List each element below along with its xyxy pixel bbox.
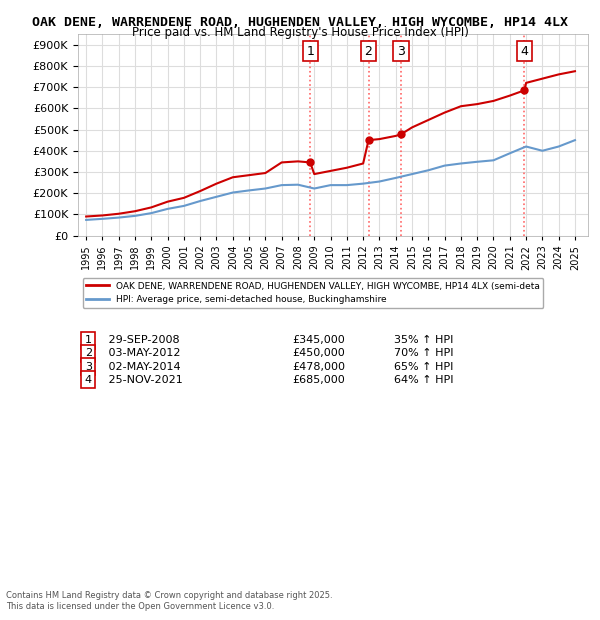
Text: £345,000: £345,000 [292, 335, 345, 345]
Text: 70% ↑ HPI: 70% ↑ HPI [394, 348, 454, 358]
Text: £478,000: £478,000 [292, 361, 345, 371]
Text: 4: 4 [85, 374, 92, 384]
Text: 3: 3 [85, 361, 92, 371]
Text: 65% ↑ HPI: 65% ↑ HPI [394, 361, 454, 371]
Text: 4: 4 [521, 45, 529, 58]
Text: 64% ↑ HPI: 64% ↑ HPI [394, 374, 454, 384]
Text: 02-MAY-2014: 02-MAY-2014 [98, 361, 181, 371]
Text: 3: 3 [397, 45, 405, 58]
Text: 29-SEP-2008: 29-SEP-2008 [98, 335, 180, 345]
Text: 1: 1 [306, 45, 314, 58]
Text: £450,000: £450,000 [292, 348, 345, 358]
Text: Contains HM Land Registry data © Crown copyright and database right 2025.
This d: Contains HM Land Registry data © Crown c… [6, 591, 332, 611]
Text: OAK DENE, WARRENDENE ROAD, HUGHENDEN VALLEY, HIGH WYCOMBE, HP14 4LX: OAK DENE, WARRENDENE ROAD, HUGHENDEN VAL… [32, 16, 568, 29]
Text: 1: 1 [85, 335, 92, 345]
Text: 25-NOV-2021: 25-NOV-2021 [98, 374, 183, 384]
Text: £685,000: £685,000 [292, 374, 345, 384]
Text: 2: 2 [85, 348, 92, 358]
Text: 03-MAY-2012: 03-MAY-2012 [98, 348, 181, 358]
Text: 35% ↑ HPI: 35% ↑ HPI [394, 335, 454, 345]
Text: 2: 2 [365, 45, 373, 58]
Legend: OAK DENE, WARRENDENE ROAD, HUGHENDEN VALLEY, HIGH WYCOMBE, HP14 4LX (semi-deta, : OAK DENE, WARRENDENE ROAD, HUGHENDEN VAL… [83, 278, 544, 308]
Text: Price paid vs. HM Land Registry's House Price Index (HPI): Price paid vs. HM Land Registry's House … [131, 26, 469, 39]
